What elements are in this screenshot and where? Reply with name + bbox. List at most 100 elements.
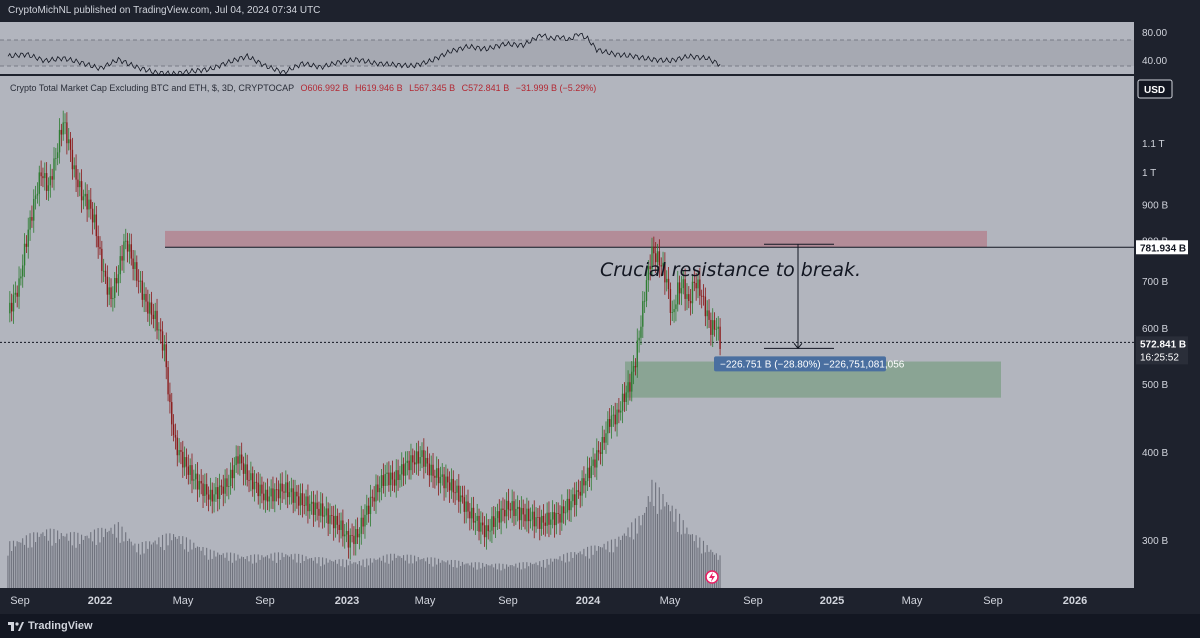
candle-body bbox=[239, 454, 241, 464]
resistance-zone[interactable] bbox=[165, 230, 987, 248]
volume-bar bbox=[305, 556, 307, 588]
ohlc-high: H619.946 B bbox=[355, 83, 403, 93]
volume-bar bbox=[189, 539, 191, 588]
candle-body bbox=[529, 519, 532, 522]
volume-bar bbox=[150, 544, 153, 588]
candle-body bbox=[224, 478, 226, 494]
currency-button-label[interactable]: USD bbox=[1144, 85, 1165, 96]
candle-body bbox=[651, 246, 653, 270]
time-tick: Sep bbox=[743, 595, 763, 607]
candle-body bbox=[423, 450, 425, 467]
volume-bar bbox=[544, 567, 546, 588]
volume-bar bbox=[449, 564, 451, 588]
volume-bar bbox=[220, 554, 222, 588]
volume-bar bbox=[281, 552, 283, 588]
candle-body bbox=[380, 475, 383, 489]
volume-bar bbox=[12, 540, 15, 588]
volume-bar bbox=[568, 561, 570, 588]
volume-bar bbox=[386, 554, 388, 588]
volume-bar bbox=[539, 561, 541, 588]
volume-bar bbox=[184, 549, 186, 588]
candle-body bbox=[194, 473, 197, 480]
volume-bar bbox=[185, 537, 187, 588]
candle-body bbox=[200, 481, 202, 484]
volume-bar bbox=[680, 534, 682, 588]
candle-body bbox=[183, 457, 186, 468]
candle-body bbox=[642, 301, 644, 327]
candle-body bbox=[695, 282, 697, 289]
volume-bar bbox=[340, 566, 342, 588]
volume-bar bbox=[211, 558, 213, 588]
candle-body bbox=[101, 248, 103, 271]
volume-bar bbox=[191, 549, 193, 588]
volume-bar bbox=[614, 538, 616, 588]
volume-bar bbox=[664, 506, 666, 588]
volume-bar bbox=[535, 562, 537, 588]
candle-body bbox=[104, 270, 107, 277]
candle-body bbox=[231, 469, 234, 479]
candle-body bbox=[496, 511, 499, 519]
candle-body bbox=[518, 506, 521, 521]
candle-body bbox=[314, 502, 316, 515]
candle-body bbox=[68, 139, 70, 144]
candle-body bbox=[397, 470, 399, 481]
candle-body bbox=[206, 484, 208, 495]
volume-bar bbox=[671, 505, 673, 588]
candle-body bbox=[553, 512, 556, 526]
candle-body bbox=[575, 490, 578, 506]
candle-body bbox=[261, 484, 263, 494]
price-tick: 500 B bbox=[1142, 380, 1168, 391]
candle-body bbox=[143, 293, 145, 300]
candle-body bbox=[452, 478, 454, 493]
candle-body bbox=[649, 266, 651, 270]
volume-bar bbox=[537, 565, 539, 588]
candle-body bbox=[353, 535, 355, 544]
volume-bar bbox=[552, 561, 554, 588]
brand-name[interactable]: TradingView bbox=[28, 620, 93, 632]
candle-body bbox=[489, 530, 491, 532]
volume-bar bbox=[200, 550, 202, 588]
candle-body bbox=[73, 165, 75, 170]
candle-body bbox=[439, 476, 442, 484]
candle-body bbox=[268, 496, 270, 502]
candle-body bbox=[191, 465, 193, 481]
candle-body bbox=[645, 280, 648, 301]
candle-body bbox=[360, 517, 362, 534]
volume-bar bbox=[636, 533, 638, 588]
volume-bar bbox=[458, 560, 460, 588]
volume-bar bbox=[533, 563, 535, 588]
volume-bar bbox=[272, 560, 274, 588]
volume-bar bbox=[235, 560, 237, 588]
candle-body bbox=[524, 514, 526, 522]
volume-bar bbox=[697, 547, 699, 588]
volume-bar bbox=[230, 552, 232, 588]
candle-body bbox=[152, 314, 155, 320]
volume-bar bbox=[40, 533, 42, 588]
time-tick: May bbox=[902, 595, 923, 607]
volume-bar bbox=[476, 569, 478, 588]
volume-bar bbox=[445, 562, 447, 588]
volume-bar bbox=[620, 540, 622, 588]
chart-canvas[interactable]: 80.00 40.00 −226.751 B (−28.80%) −226,75… bbox=[0, 22, 1200, 614]
volume-bar bbox=[618, 536, 620, 588]
volume-bar bbox=[165, 533, 167, 588]
candle-body bbox=[29, 217, 31, 230]
volume-bar bbox=[134, 543, 136, 588]
candle-body bbox=[520, 508, 523, 521]
volume-bar bbox=[506, 564, 508, 588]
candle-body bbox=[673, 309, 675, 313]
volume-bar bbox=[513, 566, 515, 588]
candle-body bbox=[656, 251, 659, 263]
candle-body bbox=[474, 520, 477, 523]
volume-bar bbox=[609, 552, 611, 588]
volume-bar bbox=[425, 561, 427, 588]
candle-body bbox=[64, 122, 66, 124]
annotation-text[interactable]: Crucial resistance to break. bbox=[600, 259, 861, 281]
currency-button[interactable] bbox=[1137, 79, 1173, 99]
volume-bar bbox=[645, 507, 647, 588]
volume-bar bbox=[156, 544, 158, 588]
volume-bar bbox=[666, 502, 668, 588]
tradingview-logo-icon[interactable] bbox=[8, 619, 24, 633]
volume-bar bbox=[174, 536, 176, 588]
candle-body bbox=[213, 494, 215, 502]
